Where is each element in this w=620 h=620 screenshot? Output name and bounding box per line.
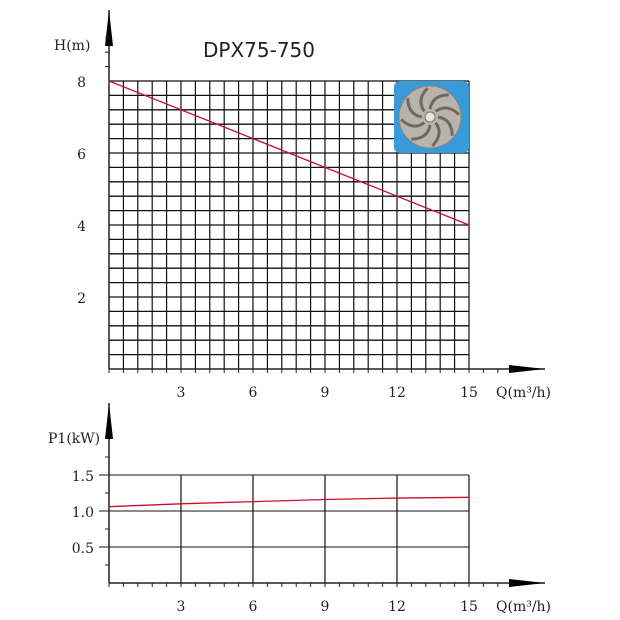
impeller-vane: [431, 121, 441, 147]
impeller-image: [394, 81, 469, 153]
impeller-vane: [419, 87, 429, 113]
y-tick-label: 8: [77, 75, 86, 91]
top-x-axis-label: Q(m³/h): [496, 385, 551, 401]
x-tick-label: 9: [321, 385, 330, 401]
bottom-x-axis-label: Q(m³/h): [496, 599, 551, 615]
impeller-vane: [434, 106, 460, 116]
impeller-vane: [406, 98, 423, 119]
x-tick-label: 15: [460, 599, 478, 615]
impeller-vane: [428, 93, 449, 110]
impeller-vane: [411, 124, 432, 141]
chart-title: DPX75-750: [203, 38, 315, 62]
x-tick-label: 15: [460, 385, 478, 401]
y-tick-label: 6: [77, 147, 86, 163]
x-tick-label: 3: [177, 385, 186, 401]
series-line: [108, 80, 470, 226]
bottom-y-axis-label: P1(kW): [48, 431, 100, 447]
x-tick-label: 6: [249, 385, 258, 401]
y-tick-label: 2: [77, 291, 86, 307]
x-tick-label: 9: [321, 599, 330, 615]
x-tick-label: 12: [388, 599, 406, 615]
top-y-axis-label: H(m): [54, 38, 90, 54]
y-tick-label: 1.0: [72, 505, 94, 521]
impeller-vane: [400, 118, 426, 128]
x-tick-label: 6: [249, 599, 258, 615]
x-tick-label: 3: [177, 599, 186, 615]
x-axis-arrow: [509, 365, 545, 373]
y-tick-label: 4: [77, 219, 86, 235]
power-chart: 3 6 9 12 15 0.5 1.0 1.5: [72, 403, 545, 615]
y-tick-label: 1.5: [72, 469, 94, 485]
head-chart: 3 6 9 12 15 2 4 6 8: [77, 10, 545, 401]
series-line: [108, 496, 470, 508]
impeller-hub: [424, 111, 436, 123]
x-tick-label: 12: [388, 385, 406, 401]
y-axis-arrow: [105, 403, 113, 439]
x-axis-arrow: [509, 579, 545, 587]
y-axis-arrow: [105, 10, 113, 46]
y-tick-label: 0.5: [72, 541, 94, 557]
impeller-vane: [437, 115, 454, 136]
